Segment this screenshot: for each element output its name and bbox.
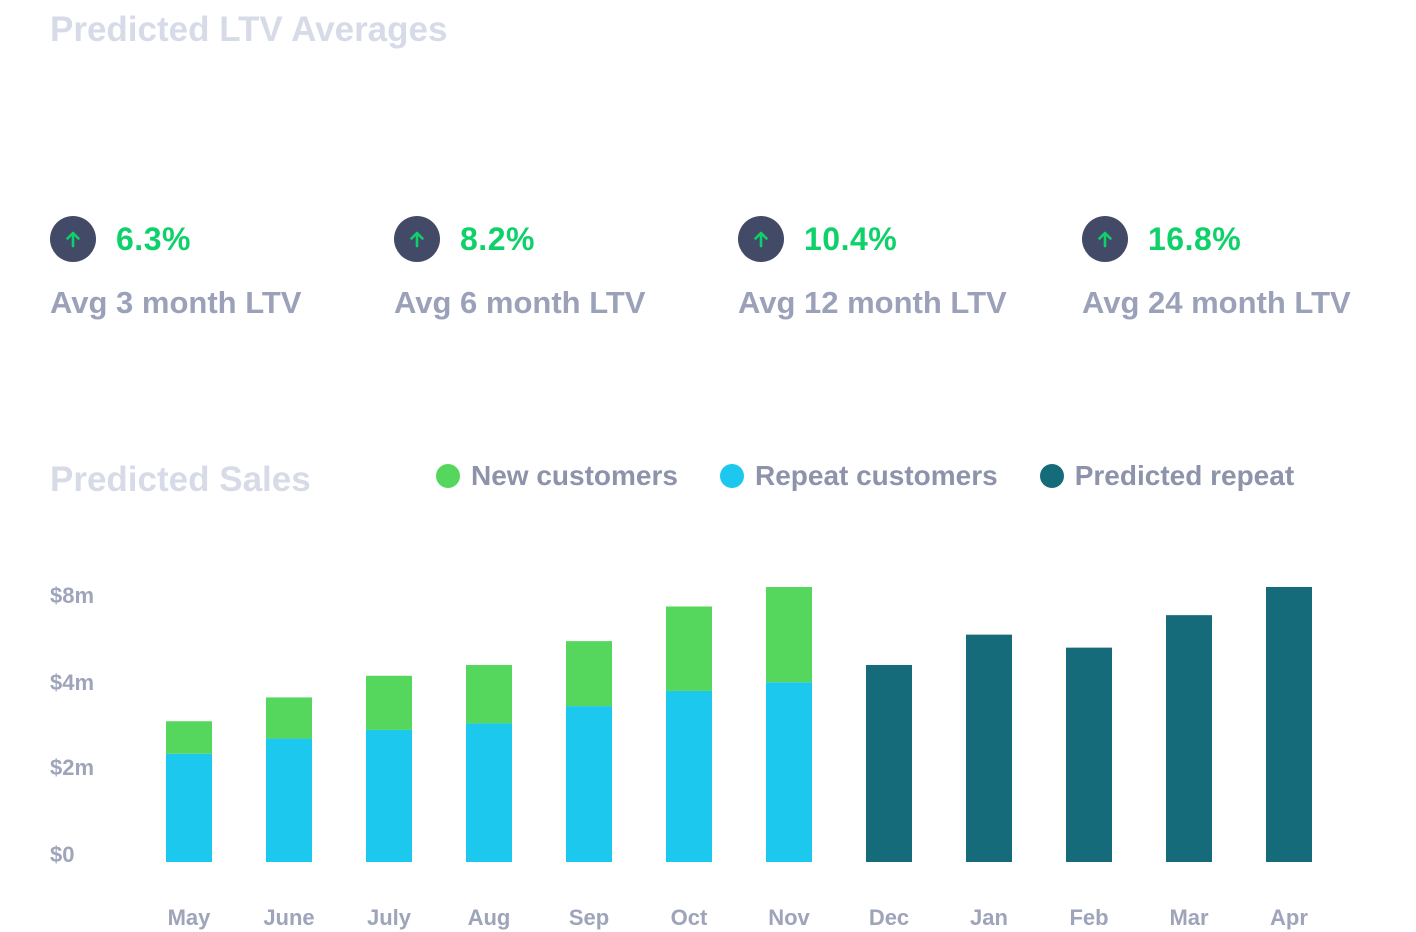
stat-12-month: 10.4% Avg 12 month LTV — [738, 215, 1068, 321]
y-tick-label: $2m — [50, 755, 94, 780]
bar-repeat-customers — [666, 690, 712, 862]
x-tick-label: Oct — [671, 905, 708, 930]
y-tick-label: $4m — [50, 670, 94, 695]
stat-6-month: 8.2% Avg 6 month LTV — [394, 215, 724, 321]
x-tick-label: Feb — [1069, 905, 1108, 930]
bar-predicted-repeat — [1166, 615, 1212, 862]
stat-value: 6.3% — [116, 220, 191, 257]
bar-new-customers — [266, 697, 312, 739]
sales-section-title: Predicted Sales — [50, 460, 311, 499]
x-tick-label: Aug — [468, 905, 511, 930]
y-tick-label: $8m — [50, 583, 94, 608]
legend-dot — [719, 464, 744, 488]
x-tick-label: Mar — [1169, 905, 1209, 930]
arrow-up-icon — [394, 216, 440, 262]
x-tick-label: Nov — [768, 905, 810, 930]
arrow-up-icon — [1082, 216, 1128, 262]
bar-repeat-customers — [566, 706, 612, 862]
stat-3-month: 6.3% Avg 3 month LTV — [50, 215, 380, 321]
bar-repeat-customers — [766, 682, 812, 862]
bar-repeat-customers — [366, 729, 412, 862]
stat-value: 16.8% — [1148, 220, 1242, 257]
bar-new-customers — [466, 664, 512, 724]
bar-repeat-customers — [166, 753, 212, 862]
stat-value: 10.4% — [804, 220, 898, 257]
stat-label: Avg 6 month LTV — [394, 285, 646, 320]
bar-repeat-customers — [266, 738, 312, 862]
x-tick-label: May — [168, 905, 212, 930]
legend-item-new-customers: New customers — [436, 460, 678, 492]
legend-item-predicted-repeat: Predicted repeat — [1039, 460, 1295, 492]
bar-repeat-customers — [466, 723, 512, 862]
legend-dot — [1039, 464, 1064, 488]
legend-label: Repeat customers — [754, 460, 998, 491]
x-tick-label: Dec — [869, 905, 909, 930]
ltv-section-title: Predicted LTV Averages — [50, 10, 448, 49]
stat-label: Avg 24 month LTV — [1082, 285, 1351, 320]
x-tick-label: Apr — [1270, 905, 1308, 930]
bar-new-customers — [566, 641, 612, 707]
bar-predicted-repeat — [866, 664, 912, 862]
x-tick-label: Sep — [569, 905, 609, 930]
bar-predicted-repeat — [966, 634, 1012, 862]
stat-label: Avg 12 month LTV — [738, 285, 1007, 320]
legend-label: New customers — [471, 460, 678, 491]
bar-predicted-repeat — [1066, 647, 1112, 862]
stat-label: Avg 3 month LTV — [50, 285, 302, 320]
bar-new-customers — [166, 721, 212, 754]
bar-predicted-repeat — [1266, 587, 1312, 862]
bar-new-customers — [766, 587, 812, 683]
bar-new-customers — [666, 606, 712, 691]
legend-item-repeat-customers: Repeat customers — [719, 460, 998, 492]
y-tick-label: $0 — [50, 842, 74, 867]
legend-dot — [436, 464, 460, 488]
x-tick-label: Jan — [970, 905, 1008, 930]
bar-new-customers — [366, 675, 412, 730]
chart-legend: New customers Repeat customers Predicted… — [436, 460, 1336, 492]
x-tick-label: July — [367, 905, 412, 930]
x-tick-label: June — [263, 905, 314, 930]
stat-24-month: 16.8% Avg 24 month LTV — [1082, 215, 1412, 321]
arrow-up-icon — [50, 216, 96, 262]
legend-label: Predicted repeat — [1074, 460, 1295, 491]
arrow-up-icon — [738, 216, 784, 262]
stat-value: 8.2% — [460, 220, 535, 257]
sales-bar-chart: $0 $2m $4m $8m May June July Aug Sep Oct Nov Dec Jan… — [50, 583, 1312, 930]
